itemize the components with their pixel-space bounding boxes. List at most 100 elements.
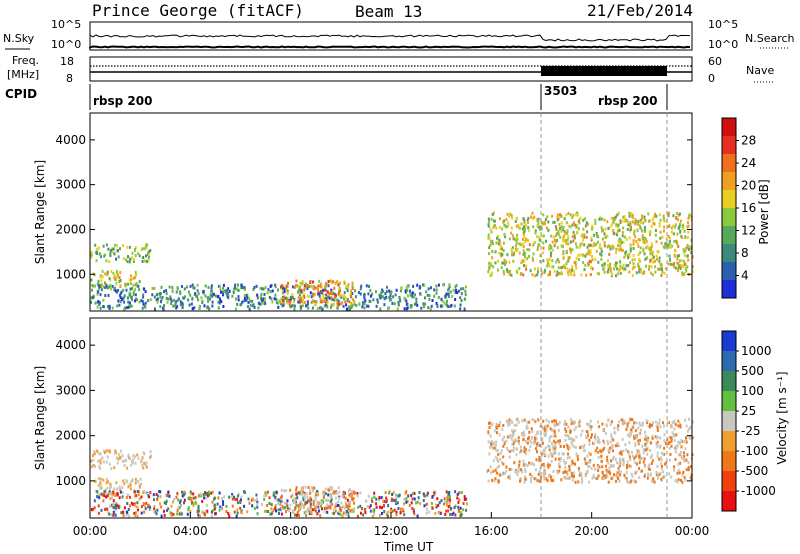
echo-cell — [501, 461, 504, 465]
echo-cell — [650, 271, 653, 275]
echo-cell — [108, 490, 111, 494]
echo-cell — [494, 443, 497, 447]
echo-cell — [167, 507, 170, 511]
echo-cell — [546, 463, 549, 467]
echo-cell — [494, 468, 497, 472]
echo-cell — [524, 223, 527, 227]
echo-cell — [517, 466, 520, 470]
echo-cell — [548, 245, 551, 249]
echo-cell — [517, 436, 520, 440]
echo-cell — [439, 304, 442, 308]
echo-cell — [194, 496, 197, 500]
echo-cell — [131, 478, 134, 482]
echo-cell — [644, 238, 647, 242]
echo-cell — [144, 463, 147, 467]
echo-cell — [92, 458, 95, 462]
echo-cell — [634, 461, 637, 465]
echo-cell — [552, 470, 555, 473]
echo-cell — [574, 261, 577, 265]
echo-cell — [644, 448, 647, 452]
echo-cell — [573, 439, 576, 442]
echo-cell — [621, 230, 624, 234]
echo-cell — [590, 238, 593, 242]
echo-cell — [553, 445, 556, 449]
echo-cell — [662, 470, 665, 474]
echo-cell — [416, 283, 419, 287]
echo-cell — [493, 479, 496, 483]
echo-cell — [219, 299, 222, 303]
echo-cell — [628, 451, 630, 455]
echo-cell — [302, 298, 304, 302]
echo-cell — [670, 230, 673, 234]
echo-cell — [160, 505, 163, 509]
echo-cell — [385, 513, 388, 517]
echo-cell — [210, 286, 213, 290]
echo-cell — [587, 263, 590, 267]
echo-cell — [412, 284, 415, 288]
echo-cell — [600, 247, 603, 251]
echo-cell — [112, 513, 115, 517]
echo-cell — [638, 450, 641, 454]
echo-cell — [543, 449, 546, 453]
echo-cell — [235, 307, 237, 311]
echo-cell — [607, 442, 609, 446]
echo-cell — [331, 502, 334, 506]
echo-cell — [294, 500, 297, 504]
echo-cell — [490, 271, 493, 275]
echo-cell — [297, 284, 300, 288]
echo-cell — [601, 422, 604, 426]
echo-cell — [350, 305, 353, 309]
echo-cell — [651, 257, 654, 260]
echo-cell — [638, 421, 641, 425]
echo-cell — [565, 430, 568, 433]
echo-cell — [333, 302, 335, 306]
echo-cell — [616, 267, 619, 271]
echo-cell — [619, 239, 622, 243]
echo-cell — [668, 239, 671, 243]
echo-cell — [109, 482, 112, 486]
echo-cell — [123, 307, 125, 311]
echo-cell — [443, 497, 446, 501]
echo-cell — [625, 477, 628, 481]
echo-cell — [129, 483, 132, 487]
echo-cell — [119, 271, 122, 274]
echo-cell — [488, 266, 491, 270]
echo-cell — [660, 477, 663, 481]
echo-cell — [384, 292, 387, 296]
echo-cell — [610, 433, 613, 437]
echo-cell — [555, 227, 558, 231]
echo-cell — [239, 506, 242, 510]
echo-cell — [388, 491, 390, 495]
echo-cell — [587, 461, 590, 465]
echo-cell — [293, 297, 296, 301]
echo-cell — [321, 507, 323, 511]
echo-cell — [319, 291, 322, 295]
echo-cell — [97, 284, 100, 287]
echo-cell — [524, 462, 527, 466]
echo-cell — [636, 228, 639, 232]
echo-cell — [688, 417, 690, 421]
echo-cell — [347, 507, 350, 510]
echo-cell — [650, 245, 653, 249]
echo-cell — [530, 427, 533, 431]
echo-cell — [621, 248, 624, 252]
echo-cell — [403, 502, 405, 506]
echo-cell — [549, 270, 551, 274]
echo-cell — [653, 480, 656, 484]
echo-cell — [598, 465, 601, 469]
echo-cell — [287, 299, 290, 303]
echo-cell — [192, 307, 194, 311]
echo-cell — [326, 292, 329, 296]
echo-cell — [192, 286, 195, 290]
echo-cell — [635, 454, 638, 458]
echo-cell — [499, 473, 502, 477]
echo-cell — [512, 432, 515, 436]
echo-cell — [380, 496, 383, 500]
echo-cell — [109, 249, 112, 253]
echo-cell — [417, 496, 420, 500]
echo-cell — [422, 283, 424, 287]
echo-cell — [405, 286, 408, 290]
echo-cell — [118, 504, 121, 508]
echo-cell — [118, 276, 121, 280]
echo-cell — [263, 300, 266, 304]
